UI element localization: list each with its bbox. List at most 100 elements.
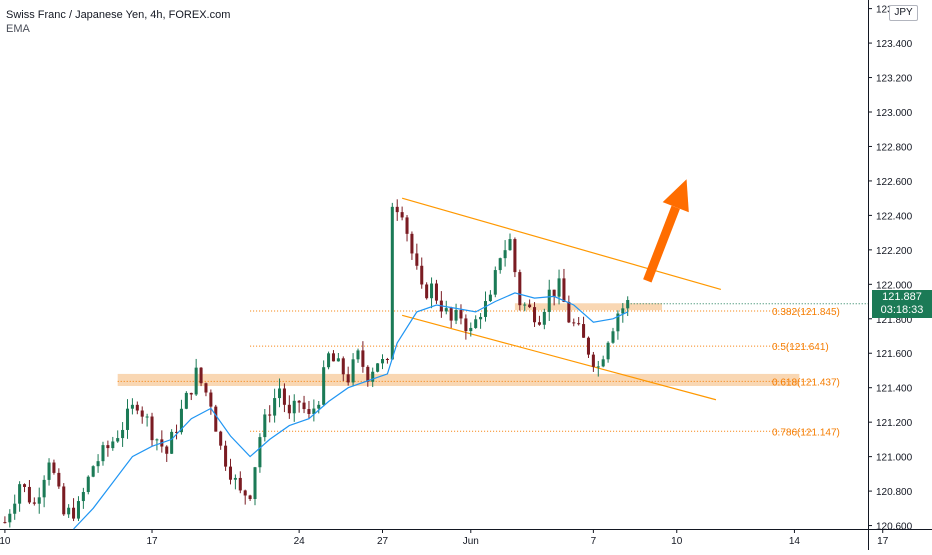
candle-body xyxy=(27,486,31,503)
price-tick-label: 121.000 xyxy=(876,453,913,464)
candle-body xyxy=(81,492,85,502)
candle-body xyxy=(209,392,213,407)
candle-body xyxy=(189,392,193,395)
candle-body xyxy=(371,371,375,382)
candle-body xyxy=(18,484,22,504)
candle-body xyxy=(297,400,301,403)
candle-body xyxy=(111,441,115,449)
price-tick-label: 120.800 xyxy=(876,487,913,498)
candle-body xyxy=(434,283,438,301)
support-zone xyxy=(117,373,800,386)
candle-body xyxy=(572,322,576,324)
candle-body xyxy=(410,233,414,254)
arrow-shaft xyxy=(643,205,680,283)
last-price-value: 121.887 xyxy=(882,291,922,303)
candle-body xyxy=(8,513,12,523)
candle-body xyxy=(390,206,394,360)
candle-body xyxy=(101,445,105,462)
candle-body xyxy=(420,265,424,285)
ema-line xyxy=(73,292,628,530)
candle-body xyxy=(248,495,252,499)
last-price-label: 121.887 03:18:33 xyxy=(872,290,932,318)
candle-body xyxy=(346,374,350,383)
candle-body xyxy=(474,319,478,328)
candle-body xyxy=(165,446,169,454)
candle-body xyxy=(292,400,296,414)
candle-body xyxy=(243,490,247,496)
candle-body xyxy=(385,359,389,361)
candle-body xyxy=(336,358,340,362)
candle-body xyxy=(366,366,370,382)
candle-body xyxy=(464,318,468,332)
candle-body xyxy=(425,284,429,299)
symbol-title[interactable]: Swiss Franc / Japanese Yen, 4h, FOREX.co… xyxy=(6,9,231,21)
candle-body xyxy=(106,445,110,449)
candle-body xyxy=(513,239,517,273)
fib-level-label: 0.618(121.437) xyxy=(772,377,840,388)
candle-body xyxy=(72,507,76,519)
candle-body xyxy=(194,367,198,395)
time-tick-label: Jun xyxy=(463,536,479,547)
candle-body xyxy=(542,311,546,325)
candle-body xyxy=(224,445,228,467)
candle-body xyxy=(322,367,326,405)
candle-body xyxy=(528,304,532,308)
candle-body xyxy=(278,388,282,399)
candle-body xyxy=(199,367,203,384)
candle-body xyxy=(228,466,233,480)
candle-body xyxy=(32,502,36,504)
fib-level-label: 0.5(121.641) xyxy=(772,342,829,353)
channel-line xyxy=(401,197,722,291)
candle-body xyxy=(483,301,488,317)
candle-body xyxy=(287,404,291,414)
candle-body xyxy=(479,316,483,320)
candle-body xyxy=(469,327,473,332)
bar-countdown: 03:18:33 xyxy=(880,304,924,316)
candle-body xyxy=(356,350,360,360)
candle-body xyxy=(547,289,551,312)
candle-body xyxy=(508,239,512,251)
candle-body xyxy=(449,308,453,321)
support-zone xyxy=(514,303,663,311)
currency-button[interactable]: JPY xyxy=(889,5,918,21)
candle-body xyxy=(562,278,566,302)
candle-body xyxy=(116,438,120,442)
candle-body xyxy=(415,253,419,266)
indicator-label[interactable]: EMA xyxy=(6,23,30,35)
candle-body xyxy=(170,431,174,454)
arrow-head xyxy=(662,179,689,213)
price-tick-label: 123.000 xyxy=(876,108,913,119)
candle-body xyxy=(140,410,144,417)
candle-body xyxy=(238,477,242,491)
time-tick-label: 24 xyxy=(294,536,306,547)
candle-body xyxy=(444,308,448,312)
candle-body xyxy=(258,437,262,468)
price-tick-label: 121.200 xyxy=(876,418,913,429)
candle-body xyxy=(488,294,492,302)
candle-body xyxy=(606,342,610,360)
candle-body xyxy=(454,310,458,321)
price-tick-label: 122.200 xyxy=(876,246,913,257)
candle-body xyxy=(523,304,527,306)
candle-body xyxy=(57,472,61,487)
candle-body xyxy=(327,353,331,368)
candle-body xyxy=(586,337,590,355)
candle-body xyxy=(76,501,80,519)
candle-body xyxy=(91,466,95,477)
candle-body xyxy=(135,404,139,411)
price-tick-label: 123.200 xyxy=(876,74,913,85)
candle-body xyxy=(52,462,56,473)
price-tick-label: 122.400 xyxy=(876,211,913,222)
candle-body xyxy=(273,398,277,416)
chart-legend: Swiss Franc / Japanese Yen, 4h, FOREX.co… xyxy=(6,8,230,36)
candle-body xyxy=(400,212,404,218)
time-tick-label: 17 xyxy=(146,536,158,547)
candle-body xyxy=(552,289,556,297)
candle-body xyxy=(253,467,257,499)
time-tick-label: 10 xyxy=(671,536,683,547)
candle-body xyxy=(86,476,90,493)
candle-body xyxy=(582,324,586,338)
candle-body xyxy=(67,507,71,515)
